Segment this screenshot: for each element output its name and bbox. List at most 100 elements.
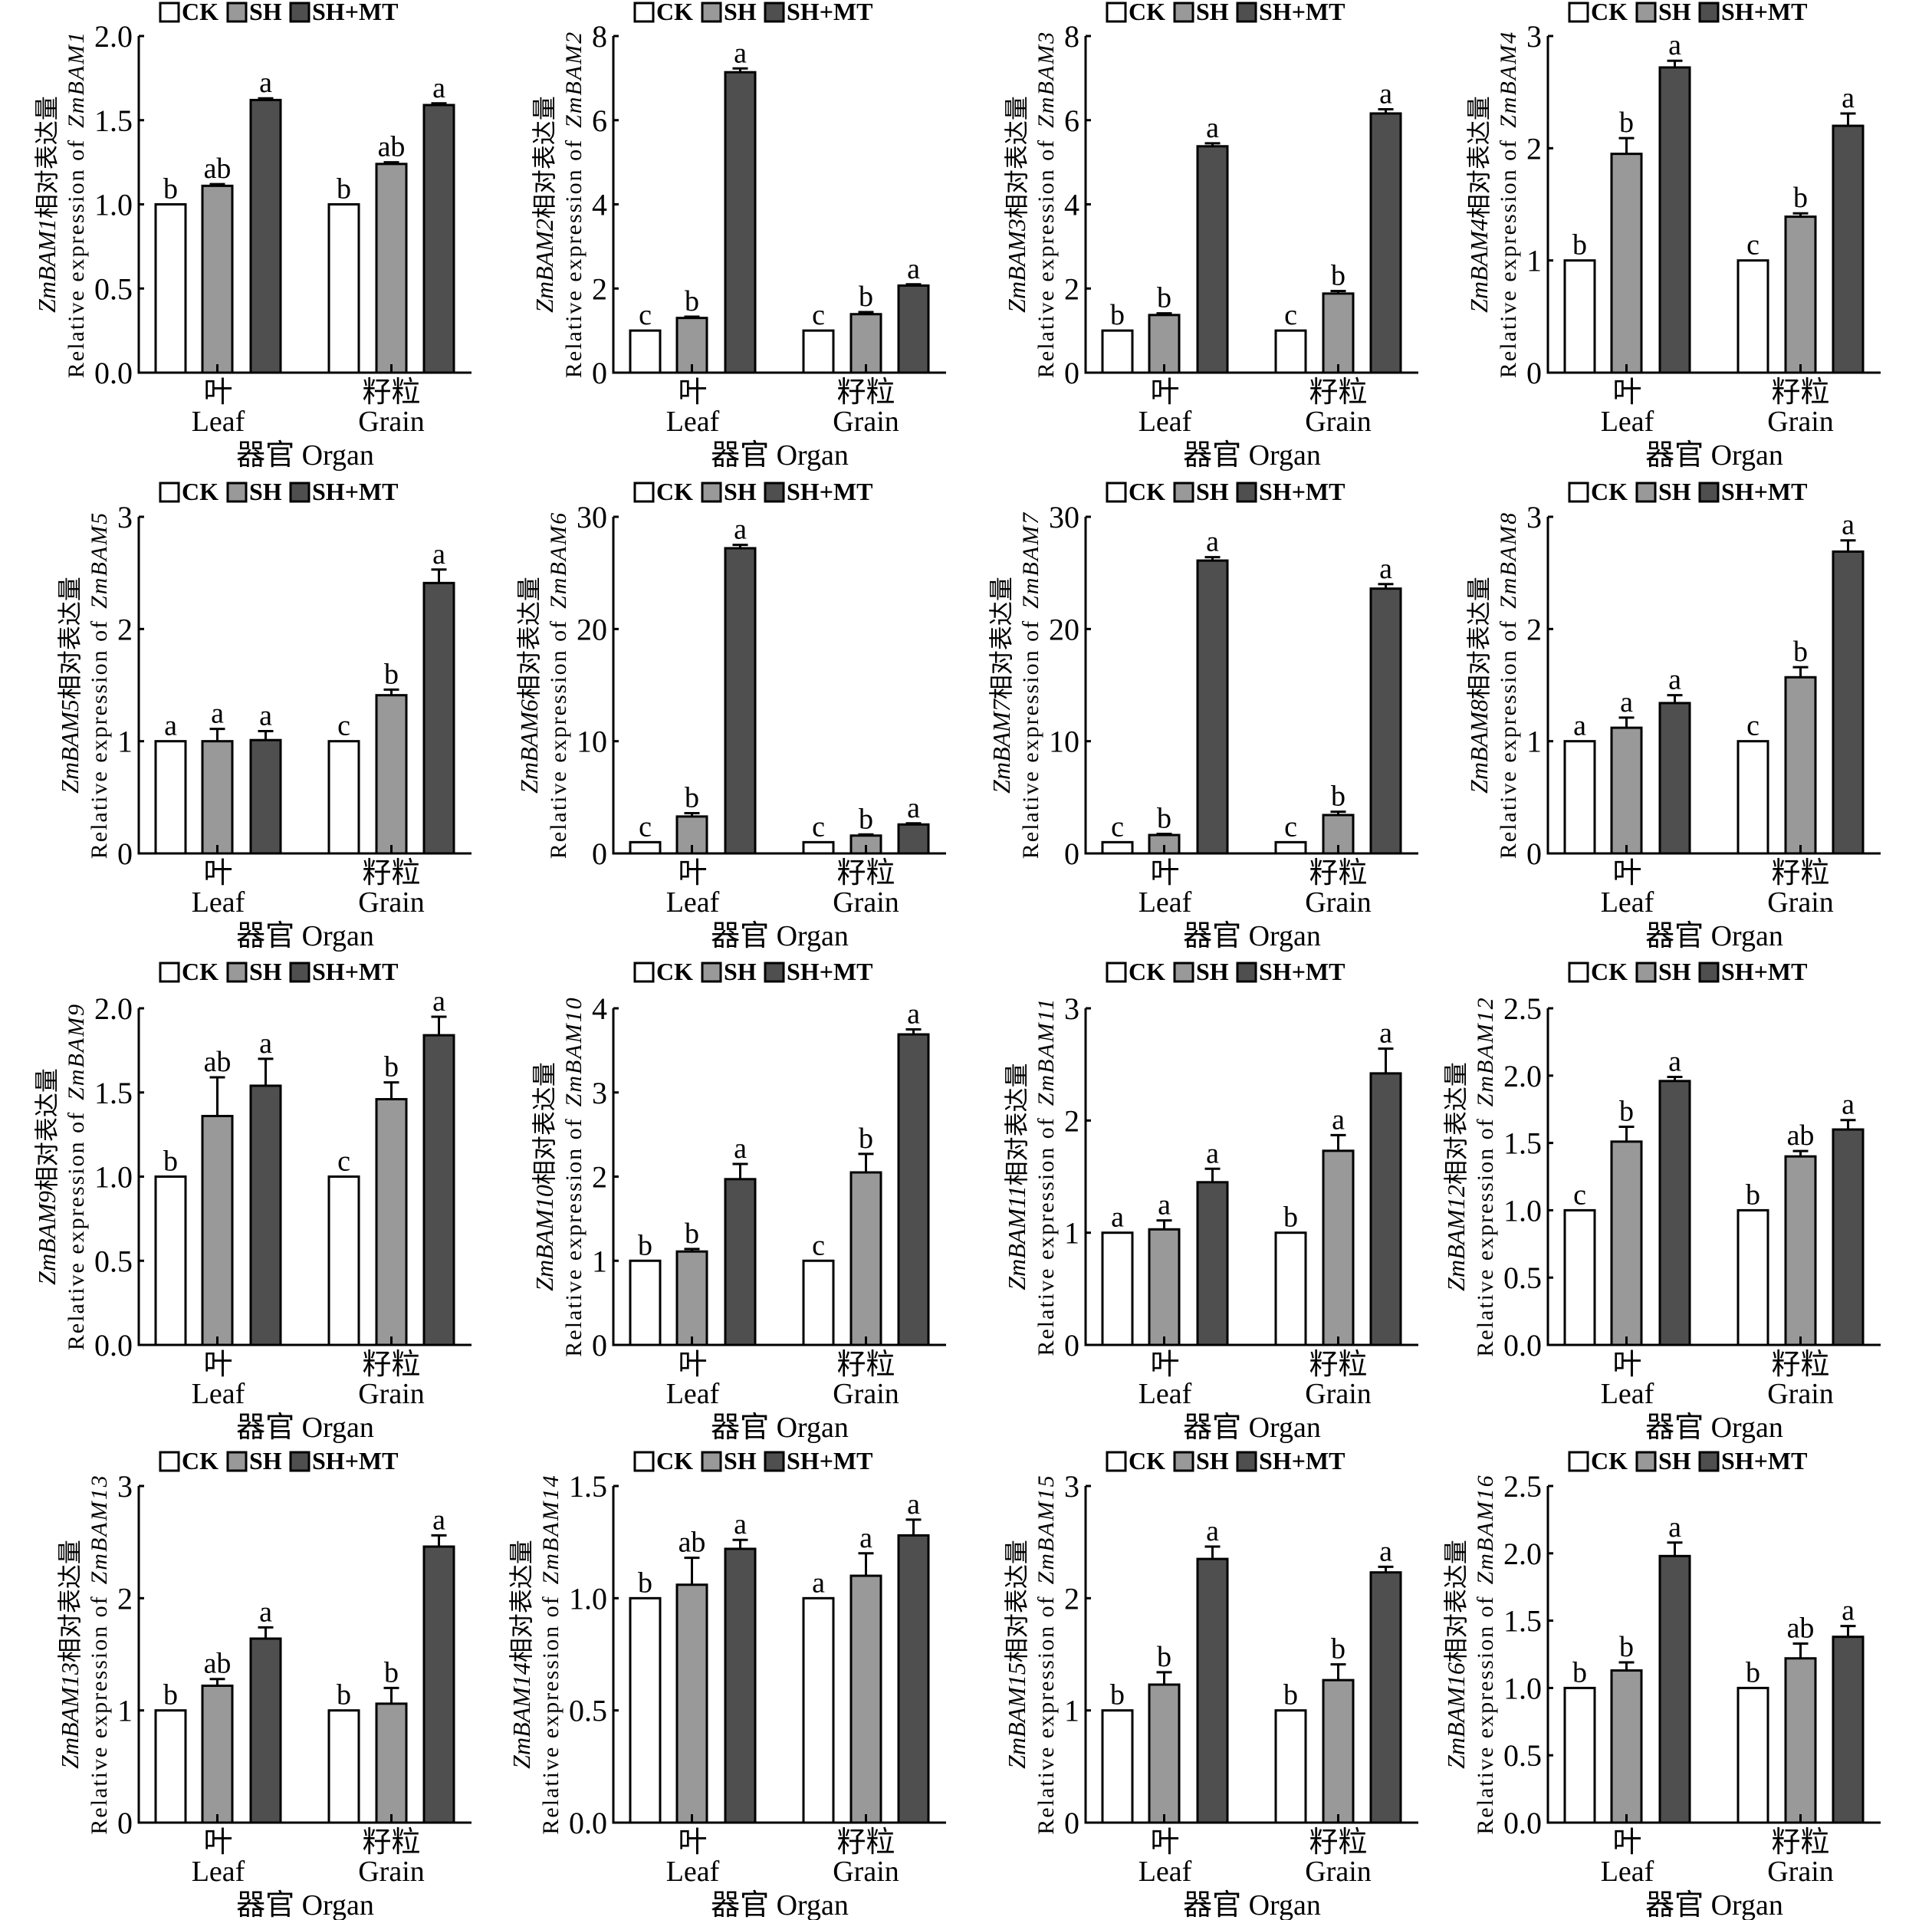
bar-sh-grain	[1322, 292, 1355, 374]
y-axis-title-en: Relative expression of ZmBAM1	[64, 31, 89, 378]
legend-label-sh-mt: SH+MT	[1721, 958, 1807, 985]
significance-letter-sh-leaf: b	[1619, 1631, 1634, 1663]
legend-label-sh-mt: SH+MT	[787, 0, 872, 25]
bar-sh-leaf	[1610, 1140, 1643, 1346]
category-label-en-leaf: Leaf	[1601, 1378, 1654, 1410]
legend: CK SH SH+MT	[159, 0, 398, 25]
significance-letter-ck-leaf: b	[1572, 1656, 1587, 1688]
legend-swatch-ck	[1106, 482, 1127, 503]
bar-ck-leaf	[1101, 840, 1134, 855]
legend-swatch-ck	[1106, 1451, 1127, 1472]
legend-swatch-sh-mt	[1236, 2, 1257, 23]
significance-letter-ck-grain: b	[1283, 1202, 1298, 1234]
y-tick-label: 1.0	[1503, 1193, 1542, 1228]
error-bar-sh-leaf	[684, 315, 700, 318]
y-tick-label: 1.0	[94, 188, 133, 222]
legend-swatch-sh	[226, 1451, 248, 1472]
y-axis-title-en-prefix: Relative expression of	[87, 1595, 112, 1834]
significance-letter-sh-mt-leaf: a	[259, 1027, 272, 1060]
significance-letter-sh-leaf: b	[1157, 282, 1171, 314]
y-tick-label: 20	[577, 612, 607, 646]
bar-ck-leaf	[154, 1175, 187, 1346]
gene-name: ZmBAM10	[561, 996, 586, 1106]
y-tick-label: 1	[117, 1694, 133, 1728]
significance-letter-sh-mt-grain: a	[432, 1504, 445, 1536]
significance-letter-ck-leaf: c	[1573, 1179, 1586, 1211]
legend-swatch-ck	[1568, 1451, 1589, 1472]
legend: CK SH SH+MT	[1568, 0, 1807, 25]
category-label-cn-leaf: 叶	[203, 857, 232, 889]
bar-sh-mt-leaf	[1196, 1557, 1229, 1824]
legend-label-sh-mt: SH+MT	[787, 958, 872, 985]
legend-label-sh-mt: SH+MT	[787, 1447, 872, 1475]
category-label-cn-grain: 籽粒	[362, 857, 420, 889]
legend-swatch-sh	[226, 482, 248, 503]
significance-letter-ck-grain: c	[1284, 299, 1297, 331]
y-tick-label: 6	[1064, 104, 1079, 138]
y-axis-title-cn: ZmBAM8相对表达量	[1465, 577, 1493, 794]
bar-sh-grain	[1784, 676, 1817, 855]
significance-letter-sh-leaf: b	[1619, 1096, 1634, 1128]
legend-swatch-ck	[633, 2, 655, 23]
category-label-cn-grain: 籽粒	[1309, 857, 1367, 889]
bar-sh-mt-grain	[1369, 1072, 1402, 1346]
gene-name: ZmBAM13	[87, 1474, 112, 1584]
bar-sh-mt-grain	[1369, 587, 1402, 855]
y-axis-title-cn-suffix: 相对表达量	[515, 577, 543, 699]
category-label-cn-leaf: 叶	[203, 376, 232, 409]
y-tick-label: 2	[1064, 1103, 1079, 1138]
legend-label-sh: SH	[724, 1447, 757, 1475]
bar-ck-grain	[1737, 259, 1769, 374]
gene-name: ZmBAM1	[33, 219, 61, 313]
legend: CK SH SH+MT	[159, 1447, 398, 1475]
legend-swatch-sh	[1635, 962, 1657, 983]
y-tick-label: 3	[592, 1076, 607, 1110]
bar-sh-mt-grain	[897, 284, 930, 374]
gene-name: ZmBAM16	[1442, 1662, 1470, 1769]
bar-ck-grain	[802, 329, 835, 374]
significance-letter-sh-grain: b	[1793, 636, 1808, 668]
significance-letter-sh-mt-grain: a	[907, 998, 920, 1030]
category-label-en-grain: Grain	[1305, 1856, 1372, 1888]
y-axis-title-cn-suffix: 相对表达量	[33, 96, 61, 219]
category-label-en-grain: Grain	[1305, 1378, 1372, 1410]
error-bar-sh-leaf	[1156, 833, 1172, 836]
bar-sh-mt-grain	[422, 1545, 455, 1824]
legend: CK SH SH+MT	[1568, 1447, 1807, 1475]
y-axis-title-cn-suffix: 相对表达量	[1465, 577, 1493, 699]
gene-name: ZmBAM7	[1018, 511, 1043, 609]
significance-letter-sh-mt-leaf: a	[1206, 112, 1219, 144]
gene-name: ZmBAM14	[538, 1474, 564, 1584]
significance-letter-sh-mt-grain: a	[432, 72, 445, 104]
error-bar-sh-grain	[1330, 810, 1346, 815]
significance-letter-sh-mt-leaf: a	[1206, 1515, 1219, 1547]
legend-label-ck: CK	[1591, 1447, 1628, 1475]
category-label-en-leaf: Leaf	[192, 886, 245, 919]
significance-letter-ck-grain: c	[812, 1229, 825, 1261]
significance-letter-sh-mt-grain: a	[1379, 553, 1392, 585]
y-tick-label: 0.5	[94, 1244, 133, 1278]
y-tick-label: 0.5	[1503, 1261, 1542, 1295]
significance-letter-ck-leaf: b	[1110, 299, 1125, 331]
legend-label-sh: SH	[1196, 0, 1229, 25]
bar-sh-grain	[375, 1098, 408, 1346]
legend-label-sh: SH	[1658, 478, 1691, 505]
y-axis-title-cn: ZmBAM3相对表达量	[1003, 96, 1030, 313]
error-bar-sh-mt-grain	[905, 1518, 922, 1536]
legend-label-sh-mt: SH+MT	[1721, 478, 1807, 505]
legend-label-sh-mt: SH+MT	[787, 478, 872, 505]
significance-letter-sh-mt-grain: a	[432, 985, 445, 1018]
error-bar-sh-mt-leaf	[1667, 694, 1683, 703]
category-label-cn-leaf: 叶	[1612, 1349, 1641, 1381]
category-label-cn-leaf: 叶	[1150, 1349, 1179, 1381]
legend-label-sh: SH	[249, 958, 282, 985]
legend-label-ck: CK	[182, 0, 219, 25]
y-axis-title-cn-suffix: 相对表达量	[531, 96, 558, 219]
error-bar-sh-leaf	[1156, 1219, 1172, 1230]
bar-sh-leaf	[675, 1583, 708, 1824]
significance-letter-sh-mt-leaf: a	[1206, 1137, 1219, 1169]
y-axis-title-en: Relative expression of ZmBAM14	[538, 1474, 564, 1834]
gene-name: ZmBAM3	[1003, 219, 1030, 313]
